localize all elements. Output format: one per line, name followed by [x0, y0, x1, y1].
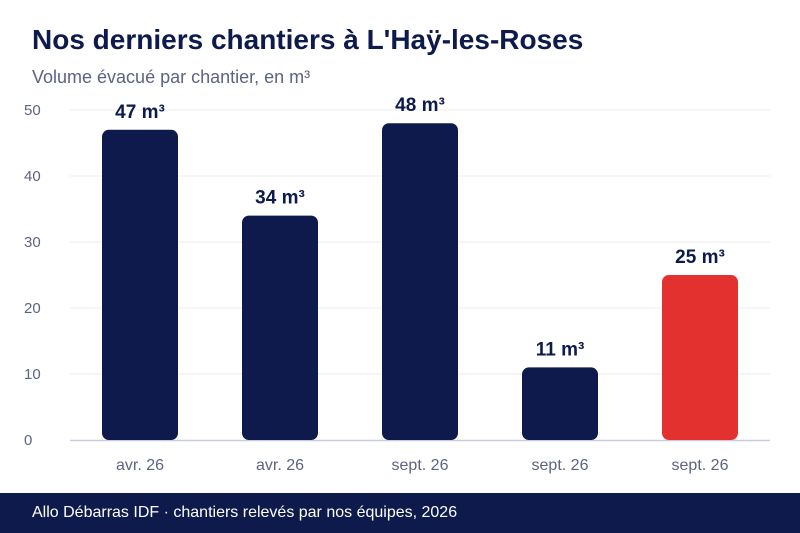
x-tick-label: avr. 26 [256, 457, 304, 474]
bar-data-label: 47 m³ [115, 102, 165, 123]
chart-title: Nos derniers chantiers à L'Haÿ-les-Roses [32, 24, 584, 55]
x-tick-label: avr. 26 [116, 457, 164, 474]
bar [662, 275, 738, 440]
y-tick-label: 30 [24, 234, 41, 251]
bar-data-label: 25 m³ [675, 247, 725, 268]
bar-chart: 0 10 20 30 40 50 47 m³ avr. 26 34 m³ avr. 26 48 m³… [24, 95, 770, 474]
bar-data-label: 48 m³ [395, 95, 445, 116]
bar-data-label: 34 m³ [255, 188, 305, 209]
bar [522, 367, 598, 440]
x-tick-label: sept. 26 [392, 457, 449, 474]
footer: Allo Débarras IDF · chantiers relevés pa… [0, 493, 800, 533]
chart-subtitle: Volume évacué par chantier, en m³ [32, 67, 311, 87]
bar [102, 129, 178, 441]
y-tick-label: 10 [24, 366, 41, 383]
bar [382, 123, 458, 440]
y-tick-label: 50 [24, 102, 41, 119]
y-tick-label: 40 [24, 168, 41, 185]
x-tick-label: sept. 26 [532, 457, 589, 474]
x-tick-label: sept. 26 [672, 457, 729, 474]
bar-data-label: 11 m³ [536, 339, 585, 360]
y-tick-label: 20 [24, 300, 41, 317]
footer-source: Allo Débarras IDF · chantiers relevés pa… [32, 504, 458, 521]
y-tick-label: 0 [24, 432, 32, 449]
bar [242, 215, 318, 440]
